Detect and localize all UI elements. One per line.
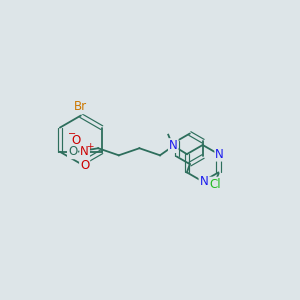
Text: N: N [169, 139, 178, 152]
Text: N: N [80, 145, 89, 158]
Text: N: N [215, 148, 224, 160]
Text: O: O [68, 145, 77, 158]
Text: O: O [80, 158, 89, 172]
Text: Br: Br [74, 100, 87, 113]
Text: N: N [200, 175, 208, 188]
Text: Cl: Cl [210, 178, 221, 191]
Text: +: + [86, 142, 93, 151]
Text: −: − [68, 129, 76, 139]
Text: O: O [71, 134, 80, 147]
